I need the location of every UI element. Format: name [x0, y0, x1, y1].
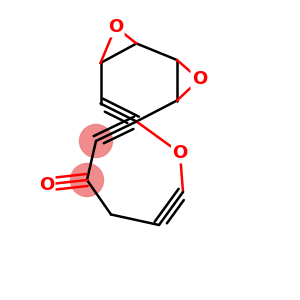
- Text: O: O: [172, 144, 188, 162]
- Text: O: O: [192, 70, 207, 88]
- Text: O: O: [39, 176, 54, 194]
- Circle shape: [80, 124, 112, 158]
- Circle shape: [70, 164, 104, 196]
- Text: O: O: [108, 18, 123, 36]
